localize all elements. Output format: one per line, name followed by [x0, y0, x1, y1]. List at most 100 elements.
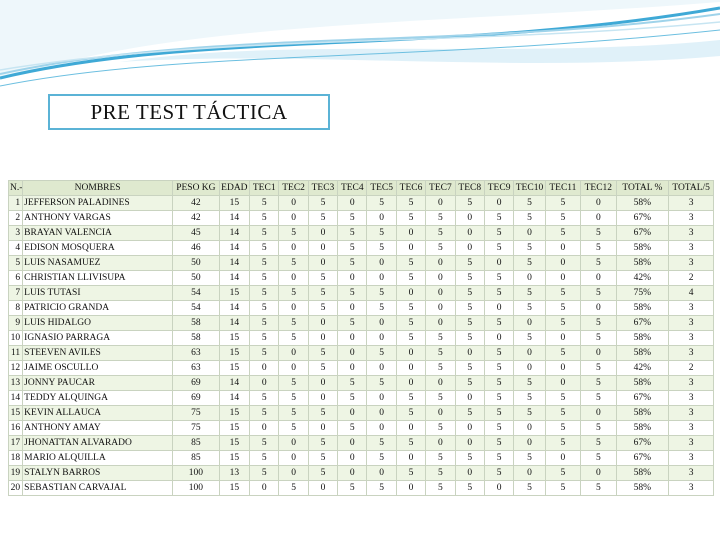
column-header: TEC5 — [366, 180, 397, 196]
table-row: 8 PATRICIO GRANDA 54 14 5 0 5 0 5 5 0 5 0 5 5 0 58% 3 — [7, 300, 714, 316]
table-cell: 5 — [513, 450, 546, 466]
table-cell: 5 — [580, 255, 617, 271]
table-cell: 3 — [668, 420, 714, 436]
table-row: 17 JHONATTAN ALVARADO 85 15 5 0 5 0 5 5 0 0 5 0 5 5 67% 3 — [7, 435, 714, 451]
table-cell: 0 — [395, 285, 427, 301]
player-name-cell: JONNY PAUCAR — [22, 375, 174, 391]
player-name-cell: LUIS TUTASI — [22, 285, 174, 301]
table-cell: 58% — [615, 330, 670, 346]
table-cell: 3 — [668, 330, 714, 346]
table-cell: 0 — [425, 285, 456, 301]
table-row: 5 LUIS NASAMUEZ 50 14 5 5 0 5 0 5 0 5 0 5 0 5 58% 3 — [7, 255, 714, 271]
table-cell: 5 — [483, 390, 515, 406]
table-cell: 4 — [7, 240, 24, 256]
table-cell: 75 — [172, 405, 220, 421]
table-cell: 13 — [7, 375, 24, 391]
table-cell: 5 — [580, 240, 617, 256]
table-cell: 63 — [172, 345, 220, 361]
table-cell: 0 — [513, 345, 546, 361]
table-cell: 5 — [249, 465, 280, 481]
table-cell: 15 — [218, 195, 251, 211]
table-cell: 5 — [395, 405, 427, 421]
player-name-cell: ANTHONY VARGAS — [22, 210, 174, 226]
table-cell: 0 — [513, 270, 546, 286]
table-cell: 5 — [395, 255, 427, 271]
table-cell: 54 — [172, 300, 220, 316]
table-cell: 5 — [307, 300, 339, 316]
table-cell: 0 — [483, 300, 515, 316]
table-cell: 5 — [483, 465, 515, 481]
table-cell: 67% — [615, 315, 670, 331]
table-cell: 5 — [307, 210, 339, 226]
table-cell: 3 — [668, 255, 714, 271]
player-name-cell: KEVIN ALLAUCA — [22, 405, 174, 421]
table-cell: 14 — [218, 300, 251, 316]
table-cell: 3 — [668, 315, 714, 331]
table-cell: 5 — [366, 285, 397, 301]
table-cell: 15 — [218, 480, 251, 496]
table-cell: 50 — [172, 270, 220, 286]
table-cell: 5 — [580, 360, 617, 376]
column-header: N.- — [7, 180, 24, 196]
table-cell: 5 — [580, 450, 617, 466]
table-cell: 0 — [395, 345, 427, 361]
table-cell: 5 — [544, 300, 582, 316]
table-cell: 2 — [668, 360, 714, 376]
table-cell: 5 — [249, 195, 280, 211]
table-cell: 58% — [615, 405, 670, 421]
column-header: TEC8 — [454, 180, 485, 196]
table-cell: 0 — [454, 390, 485, 406]
table-cell: 0 — [278, 435, 309, 451]
table-row: 19 STALYN BARROS 100 13 5 0 5 0 0 5 5 0 5 0 5 0 58% 3 — [7, 465, 714, 481]
table-cell: 15 — [218, 450, 251, 466]
table-cell: 0 — [513, 435, 546, 451]
table-cell: 5 — [513, 285, 546, 301]
table-cell: 5 — [366, 225, 397, 241]
table-row: 2 ANTHONY VARGAS 42 14 5 0 5 5 0 5 5 0 5 5 5 0 67% 3 — [7, 210, 714, 226]
table-cell: 5 — [395, 195, 427, 211]
table-cell: 0 — [395, 225, 427, 241]
table-cell: 5 — [513, 240, 546, 256]
table-cell: 5 — [544, 435, 582, 451]
table-row: 11 STEEVEN AVILES 63 15 5 0 5 0 5 0 5 0 5 0 5 0 58% 3 — [7, 345, 714, 361]
table-cell: 5 — [544, 225, 582, 241]
table-cell: 5 — [425, 420, 456, 436]
table-cell: 5 — [278, 375, 309, 391]
column-header: NOMBRES — [22, 180, 174, 196]
table-cell: 58% — [615, 465, 670, 481]
table-cell: 58% — [615, 480, 670, 496]
player-name-cell: IGNASIO PARRAGA — [22, 330, 174, 346]
table-cell: 3 — [668, 225, 714, 241]
table-cell: 5 — [278, 480, 309, 496]
table-cell: 0 — [307, 420, 339, 436]
table-cell: 67% — [615, 390, 670, 406]
table-cell: 18 — [7, 450, 24, 466]
table-cell: 8 — [7, 300, 24, 316]
table-cell: 2 — [668, 270, 714, 286]
table-cell: 5 — [395, 300, 427, 316]
table-cell: 0 — [513, 360, 546, 376]
table-row: 12 JAIME OSCULLO 63 15 0 0 5 0 0 0 5 5 5 0 0 5 42% 2 — [7, 360, 714, 376]
table-cell: 0 — [454, 420, 485, 436]
table-cell: 5 — [513, 375, 546, 391]
table-row: 18 MARIO ALQUILLA 85 15 5 0 5 0 5 0 5 5 5 5 0 5 67% 3 — [7, 450, 714, 466]
table-cell: 0 — [249, 360, 280, 376]
table-cell: 5 — [337, 225, 368, 241]
table-cell: 0 — [580, 210, 617, 226]
table-cell: 0 — [337, 300, 368, 316]
table-cell: 3 — [668, 300, 714, 316]
column-header: TOTAL % — [615, 180, 670, 196]
column-header: TEC3 — [307, 180, 339, 196]
table-cell: 3 — [668, 195, 714, 211]
table-cell: 5 — [454, 315, 485, 331]
table-cell: 5 — [278, 285, 309, 301]
table-cell: 5 — [249, 450, 280, 466]
table-cell: 42% — [615, 360, 670, 376]
table-cell: 5 — [395, 270, 427, 286]
player-name-cell: ANTHONY AMAY — [22, 420, 174, 436]
table-cell: 5 — [454, 300, 485, 316]
table-cell: 5 — [278, 225, 309, 241]
table-cell: 5 — [307, 270, 339, 286]
table-cell: 0 — [278, 450, 309, 466]
player-name-cell: EDISON MOSQUERA — [22, 240, 174, 256]
